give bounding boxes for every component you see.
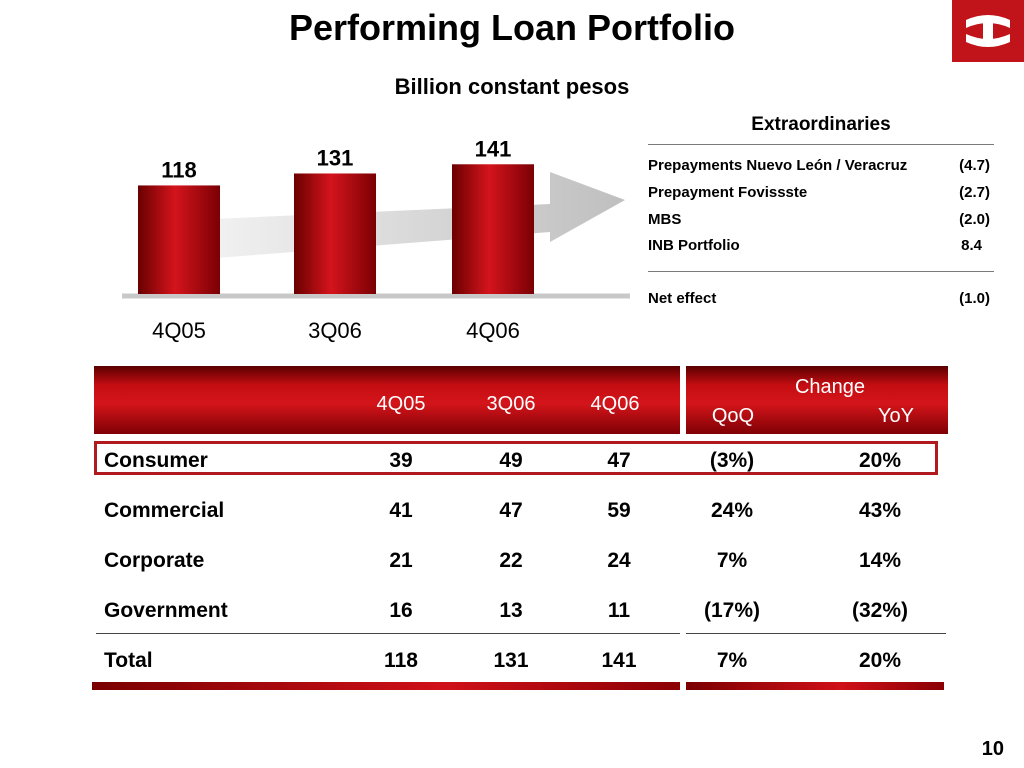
row-label-total: Total (104, 649, 153, 672)
row-label-commercial: Commercial (104, 499, 225, 522)
extraordinaries-top-divider (648, 144, 994, 145)
table-cell: 20% (858, 649, 902, 672)
table-cell: 24 (607, 549, 631, 572)
extraordinaries-item-value: 8.4 (961, 237, 982, 254)
row-label-consumer: Consumer (104, 449, 208, 472)
bar-4q06 (452, 164, 534, 294)
net-effect-value: (1.0) (959, 290, 990, 307)
bar-value-label: 118 (161, 157, 197, 182)
table-cell: (32%) (851, 599, 909, 622)
table-cell: (3%) (709, 449, 755, 472)
column-header-yoy: YoY (878, 405, 914, 427)
table-cell: 47 (499, 499, 523, 522)
table-cell: 39 (389, 449, 413, 472)
table-cell: 141 (601, 649, 637, 672)
table-cell: 49 (499, 449, 523, 472)
table-cell: (17%) (703, 599, 761, 622)
column-header-4q06: 4Q06 (590, 393, 640, 415)
chart-subtitle: Billion constant pesos (394, 74, 630, 99)
table-cell: 118 (384, 649, 418, 672)
bar-3q06 (294, 173, 376, 294)
bank-logo (952, 0, 1024, 62)
bar-chart: 118 4Q05 131 3Q06 141 4Q06 (122, 136, 630, 343)
table-cell: 21 (389, 549, 413, 572)
extraordinaries-title: Extraordinaries (751, 114, 891, 135)
extraordinaries-item-value: (4.7) (959, 157, 990, 174)
extraordinaries-item-label: Prepayments Nuevo León / Veracruz (648, 157, 908, 174)
total-separator (96, 633, 680, 634)
table-cell: 14% (858, 549, 902, 572)
bar-4q05 (138, 185, 220, 294)
row-label-government: Government (104, 599, 228, 622)
net-effect-label: Net effect (648, 290, 717, 307)
extraordinaries-item-label: Prepayment Fovissste (648, 184, 808, 201)
change-header-band (686, 366, 948, 434)
trend-arrow (190, 172, 625, 260)
table-cell: 22 (499, 549, 523, 572)
bar-value-label: 141 (475, 136, 512, 161)
table-cell: 43% (858, 499, 902, 522)
column-header-3q06: 3Q06 (486, 393, 536, 415)
extraordinaries-item-label: INB Portfolio (648, 237, 740, 254)
logo-mark-icon (966, 15, 1010, 47)
table-cell: 7% (716, 649, 748, 672)
highlight-box (94, 441, 938, 475)
table-cell: 11 (607, 599, 631, 622)
column-header-4q05: 4Q05 (376, 393, 426, 415)
column-header-qoq: QoQ (711, 405, 755, 427)
table-cell: 13 (499, 599, 523, 622)
table-cell: 16 (389, 599, 413, 622)
category-label: 3Q06 (308, 318, 362, 343)
extraordinaries-item-label: MBS (648, 211, 682, 228)
category-label: 4Q05 (152, 318, 206, 343)
table-cell: 7% (716, 549, 748, 572)
extraordinaries-item-value: (2.7) (959, 184, 990, 201)
bar-value-label: 131 (317, 145, 354, 170)
table-cell: 24% (710, 499, 754, 522)
column-header-change: Change (794, 376, 866, 398)
table-cell: 59 (607, 499, 631, 522)
table-header-band (94, 366, 680, 434)
table-bottom-band (92, 682, 680, 690)
category-label: 4Q06 (466, 318, 520, 343)
extraordinaries-item-value: (2.0) (959, 211, 990, 228)
total-separator-change (686, 633, 946, 634)
page-title: Performing Loan Portfolio (289, 7, 735, 48)
page-number: 10 (981, 738, 1004, 760)
table-cell: 47 (607, 449, 631, 472)
table-cell: 20% (858, 449, 902, 472)
extraordinaries-bottom-divider (648, 271, 994, 272)
row-label-corporate: Corporate (104, 549, 205, 572)
change-bottom-band (686, 682, 944, 690)
table-cell: 131 (493, 649, 529, 672)
table-cell: 41 (389, 499, 413, 522)
